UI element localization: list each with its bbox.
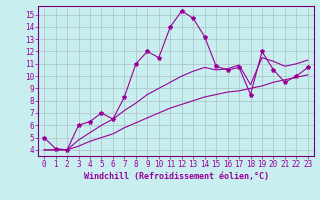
X-axis label: Windchill (Refroidissement éolien,°C): Windchill (Refroidissement éolien,°C) [84,172,268,181]
